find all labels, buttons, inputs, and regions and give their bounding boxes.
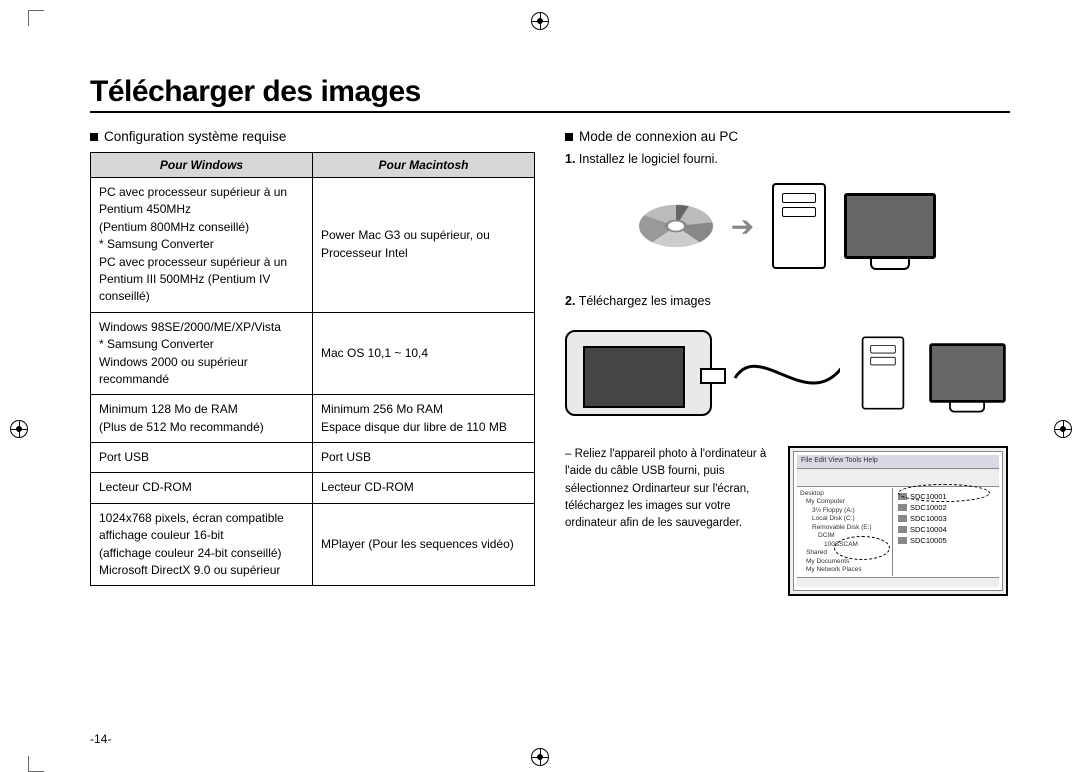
registration-mark-right: [1054, 420, 1072, 438]
illustration-download: [565, 318, 1010, 428]
table-row: Lecteur CD-ROM Lecteur CD-ROM: [91, 473, 535, 503]
table-row: PC avec processeur supérieur à un Pentiu…: [91, 178, 535, 313]
step-1: 1. Installez le logiciel fourni.: [565, 152, 1010, 166]
table-row: Minimum 128 Mo de RAM (Plus de 512 Mo re…: [91, 395, 535, 443]
note-text: Reliez l'appareil photo à l'ordinateur à…: [565, 446, 770, 532]
cell-win: Minimum 128 Mo de RAM (Plus de 512 Mo re…: [91, 395, 313, 443]
left-heading: Configuration système requise: [90, 129, 535, 144]
step-1-text: Installez le logiciel fourni.: [579, 152, 718, 166]
cell-win: Port USB: [91, 443, 313, 473]
step-2-text: Téléchargez les images: [579, 294, 711, 308]
registration-mark-top: [531, 12, 549, 30]
registration-mark-left: [10, 420, 28, 438]
cell-win: 1024x768 pixels, écran compatible affich…: [91, 503, 313, 586]
table-row: Windows 98SE/2000/ME/XP/Vista * Samsung …: [91, 312, 535, 395]
cell-win: Lecteur CD-ROM: [91, 473, 313, 503]
crop-mark-tl: [28, 10, 44, 26]
page-content: Télécharger des images Configuration sys…: [90, 75, 1010, 596]
page-title: Télécharger des images: [90, 75, 1010, 109]
cell-mac: Mac OS 10,1 ~ 10,4: [313, 312, 535, 395]
cell-mac: Lecteur CD-ROM: [313, 473, 535, 503]
pc-tower-icon: [772, 183, 826, 269]
cell-win: PC avec processeur supérieur à un Pentiu…: [91, 178, 313, 313]
step-2-num: 2.: [565, 294, 575, 308]
left-column: Configuration système requise Pour Windo…: [90, 123, 535, 596]
pc-tower-icon: [861, 336, 903, 409]
th-macintosh: Pour Macintosh: [313, 153, 535, 178]
cd-icon: [639, 205, 713, 247]
requirements-table: Pour Windows Pour Macintosh PC avec proc…: [90, 152, 535, 586]
illustration-install: ➔: [565, 176, 1010, 276]
th-windows: Pour Windows: [91, 153, 313, 178]
step-1-num: 1.: [565, 152, 575, 166]
monitor-icon: [930, 343, 1006, 402]
right-column: Mode de connexion au PC 1. Installez le …: [565, 123, 1010, 596]
screenshot-statusbar: [797, 577, 999, 587]
camera-icon: [565, 330, 712, 416]
title-rule: [90, 111, 1010, 113]
highlight-ellipse-icon: [898, 484, 990, 502]
cell-mac: Power Mac G3 ou supérieur, ou Processeur…: [313, 178, 535, 313]
table-row: 1024x768 pixels, écran compatible affich…: [91, 503, 535, 586]
left-heading-text: Configuration système requise: [104, 129, 286, 144]
cell-mac: Port USB: [313, 443, 535, 473]
right-heading: Mode de connexion au PC: [565, 129, 1010, 144]
monitor-icon: [844, 193, 936, 259]
screenshot-tree: Desktop My Computer 3½ Floppy (A:) Local…: [797, 488, 893, 576]
cell-mac: Minimum 256 Mo RAM Espace disque dur lib…: [313, 395, 535, 443]
cell-win: Windows 98SE/2000/ME/XP/Vista * Samsung …: [91, 312, 313, 395]
usb-cable-icon: [730, 328, 840, 418]
page-number: -14-: [90, 732, 111, 746]
step-2: 2. Téléchargez les images: [565, 294, 1010, 308]
screenshot-toolbar: [797, 469, 999, 487]
table-row: Port USB Port USB: [91, 443, 535, 473]
bullet-square-icon: [90, 133, 98, 141]
explorer-screenshot: File Edit View Tools Help Desktop My Com…: [788, 446, 1008, 596]
registration-mark-bottom: [531, 748, 549, 766]
bullet-square-icon: [565, 133, 573, 141]
highlight-ellipse-icon: [834, 536, 890, 560]
cell-mac: MPlayer (Pour les sequences vidéo): [313, 503, 535, 586]
arrow-icon: ➔: [731, 210, 754, 243]
note-row: Reliez l'appareil photo à l'ordinateur à…: [565, 446, 1010, 596]
crop-mark-bl: [28, 756, 44, 772]
screenshot-menubar: File Edit View Tools Help: [797, 455, 999, 469]
right-heading-text: Mode de connexion au PC: [579, 129, 738, 144]
